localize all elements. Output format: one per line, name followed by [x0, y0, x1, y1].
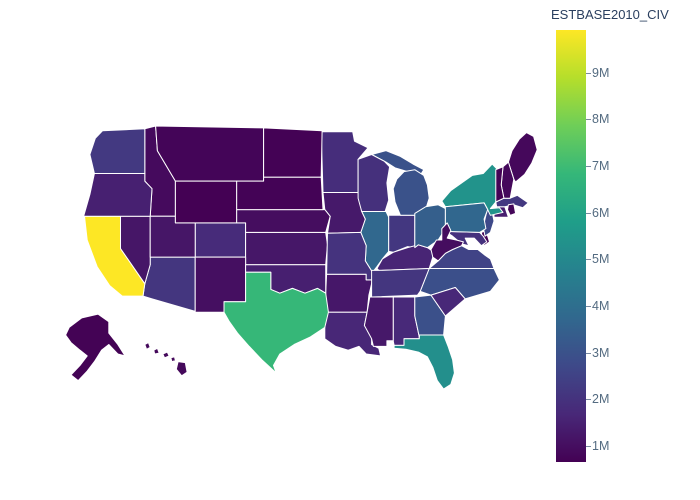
colorbar-tick-label: 3M — [592, 345, 610, 360]
colorbar-tick-label: 8M — [592, 112, 610, 127]
colorbar-tick-label: 6M — [592, 205, 610, 220]
colorbar-tick-mark — [586, 165, 591, 167]
state-TN[interactable] — [371, 268, 430, 298]
state-SD[interactable] — [236, 176, 324, 211]
colorbar-tick-mark — [586, 399, 591, 401]
colorbar-tick-mark — [586, 259, 591, 261]
colorbar-tick-mark — [586, 212, 591, 214]
state-NE[interactable] — [236, 209, 331, 233]
state-CO[interactable] — [194, 222, 247, 258]
state-WV[interactable] — [430, 222, 464, 262]
colorbar-gradient — [556, 30, 586, 462]
state-ME[interactable] — [507, 132, 538, 183]
colorbar-title: ESTBASE2010_CIV — [551, 7, 669, 22]
state-HI[interactable] — [153, 347, 160, 355]
colorbar-tick-label: 7M — [592, 158, 610, 173]
colorbar-tick-label: 2M — [592, 392, 610, 407]
state-MI[interactable] — [392, 169, 430, 216]
state-PA[interactable] — [444, 202, 489, 233]
colorbar-tick-label: 5M — [592, 252, 610, 267]
state-WA[interactable] — [89, 128, 146, 174]
state-HI[interactable] — [162, 351, 170, 359]
colorbar-tick-label: 1M — [592, 439, 610, 454]
colorbar-tick-label: 9M — [592, 65, 610, 80]
state-TX[interactable] — [223, 271, 329, 374]
state-WY[interactable] — [174, 180, 238, 224]
colorbar-tick-mark — [586, 352, 591, 354]
colorbar-tick-mark — [586, 446, 591, 448]
state-VT[interactable] — [495, 166, 505, 203]
colorbar-tick-mark — [586, 119, 591, 121]
state-HI[interactable] — [170, 356, 176, 363]
state-WI[interactable] — [357, 154, 391, 212]
state-AR[interactable] — [324, 273, 373, 313]
state-AK[interactable] — [65, 313, 126, 382]
state-AZ[interactable] — [142, 256, 196, 312]
state-OR[interactable] — [83, 173, 153, 217]
state-SC[interactable] — [430, 287, 466, 317]
state-MS[interactable] — [363, 296, 394, 347]
state-ND[interactable] — [263, 127, 323, 178]
colorbar-tick-mark — [586, 306, 591, 307]
state-KS[interactable] — [245, 231, 328, 266]
state-HI[interactable] — [175, 361, 188, 377]
state-MN[interactable] — [320, 131, 369, 193]
state-MT[interactable] — [155, 125, 265, 182]
state-MI[interactable] — [371, 150, 425, 176]
colorbar-tick-mark — [586, 72, 591, 74]
state-HI[interactable] — [144, 342, 151, 350]
state-RI[interactable] — [507, 203, 517, 216]
colorbar-tick-label: 4M — [592, 299, 610, 313]
